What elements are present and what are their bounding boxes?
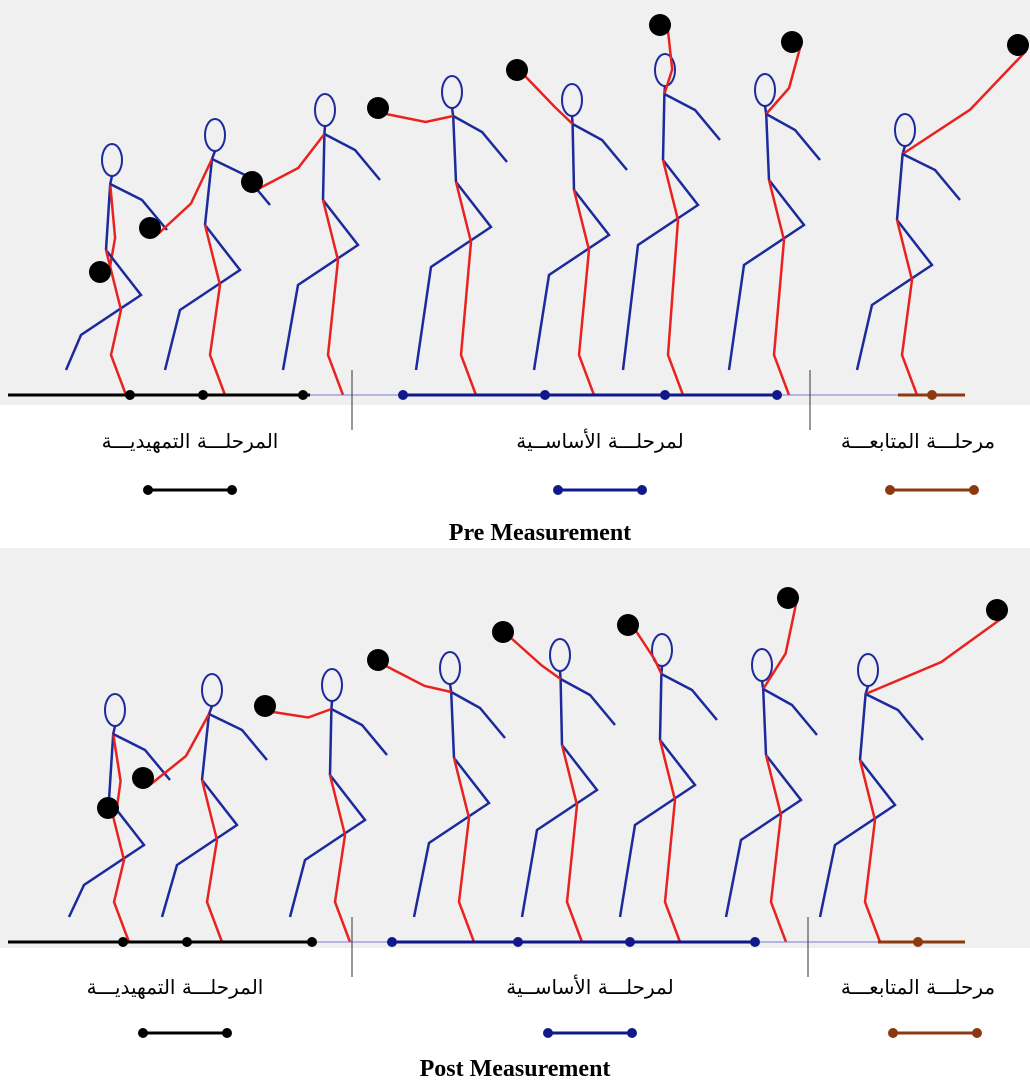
dot: [637, 485, 647, 495]
dot: [625, 937, 635, 947]
ball: [492, 621, 514, 643]
dot: [540, 390, 550, 400]
phase-label: لمرحلـــة الأساســية: [516, 429, 683, 453]
dot: [198, 390, 208, 400]
dot: [627, 1028, 637, 1038]
dot: [118, 937, 128, 947]
ball: [649, 14, 671, 36]
dot: [398, 390, 408, 400]
ball: [617, 614, 639, 636]
ball: [89, 261, 111, 283]
dot: [143, 485, 153, 495]
dot: [972, 1028, 982, 1038]
dot: [772, 390, 782, 400]
ball: [986, 599, 1008, 621]
dot: [660, 390, 670, 400]
ball: [781, 31, 803, 53]
dot: [885, 485, 895, 495]
phase-label: لمرحلـــة الأساســية: [506, 975, 673, 999]
ball: [367, 97, 389, 119]
dot: [888, 1028, 898, 1038]
panel-background: [0, 548, 1030, 948]
ball: [506, 59, 528, 81]
dot: [227, 485, 237, 495]
ball: [97, 797, 119, 819]
dot: [913, 937, 923, 947]
dot: [513, 937, 523, 947]
page: Pre Measurement Post Measurement المرحلـ…: [0, 0, 1030, 1083]
ball: [777, 587, 799, 609]
ball: [132, 767, 154, 789]
dot: [125, 390, 135, 400]
dot: [553, 485, 563, 495]
dot: [222, 1028, 232, 1038]
dot: [138, 1028, 148, 1038]
caption: Pre Measurement: [449, 520, 631, 546]
dot: [543, 1028, 553, 1038]
ball: [139, 217, 161, 239]
caption: Post Measurement: [420, 1056, 611, 1082]
dot: [387, 937, 397, 947]
dot: [307, 937, 317, 947]
dot: [182, 937, 192, 947]
ball: [367, 649, 389, 671]
dot: [298, 390, 308, 400]
ball: [254, 695, 276, 717]
ball: [241, 171, 263, 193]
diagram: Pre Measurement Post Measurement المرحلـ…: [0, 0, 1030, 1083]
ball: [1007, 34, 1029, 56]
phase-label: المرحلـــة التمهيديـــة: [102, 429, 279, 453]
dot: [750, 937, 760, 947]
phase-label: مرحلـــة المتابعـــة: [841, 975, 995, 999]
dot: [969, 485, 979, 495]
dot: [927, 390, 937, 400]
phase-label: مرحلـــة المتابعـــة: [841, 429, 995, 453]
phase-label: المرحلـــة التمهيديـــة: [87, 975, 264, 999]
